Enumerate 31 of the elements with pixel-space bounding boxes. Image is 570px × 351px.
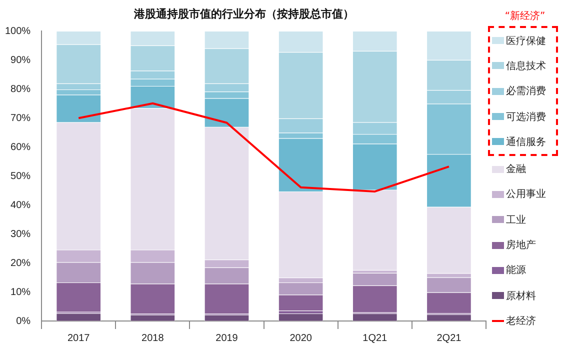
y-tick-label: 20% <box>10 258 31 269</box>
y-tick-label: 70% <box>10 112 31 124</box>
y-tick-label: 80% <box>10 84 31 95</box>
chart-title: 港股通持股市值的行业分布（按持股总市值） <box>133 7 354 20</box>
x-tick-label: 2017 <box>67 332 90 344</box>
y-tick-label: 60% <box>10 142 31 153</box>
text: “新经济” <box>504 10 546 24</box>
y-tick-label: 90% <box>10 54 31 66</box>
legend-label: 原材料 <box>506 290 536 303</box>
legend-label: 老经济 <box>506 314 536 328</box>
legend-label: 房地产 <box>506 238 536 252</box>
y-tick-label: 0% <box>16 316 31 327</box>
legend-label: 金融 <box>506 162 526 176</box>
y-tick-label: 30% <box>10 228 31 240</box>
legend-label: 公用事业 <box>506 188 546 202</box>
x-tick-label: 2Q21 <box>436 332 462 344</box>
y-tick-label: 50% <box>10 170 31 182</box>
x-tick-label: 2020 <box>290 332 312 344</box>
x-tick-label: 1Q21 <box>362 332 388 344</box>
legend-label: 通信服务 <box>506 136 546 149</box>
legend-label: 医疗保健 <box>506 34 546 48</box>
y-tick-label: 40% <box>10 200 31 211</box>
legend-label: 必需消费 <box>506 84 546 98</box>
legend-label: 信息技术 <box>506 60 546 73</box>
x-tick-label: 2019 <box>216 332 238 344</box>
legend-label: 能源 <box>506 264 526 278</box>
legend-label: 可选消费 <box>506 110 546 124</box>
x-tick-label: 2018 <box>142 332 164 344</box>
y-tick-label: 10% <box>10 286 31 298</box>
y-tick-label: 100% <box>5 26 31 37</box>
legend-label: 工业 <box>506 214 526 227</box>
